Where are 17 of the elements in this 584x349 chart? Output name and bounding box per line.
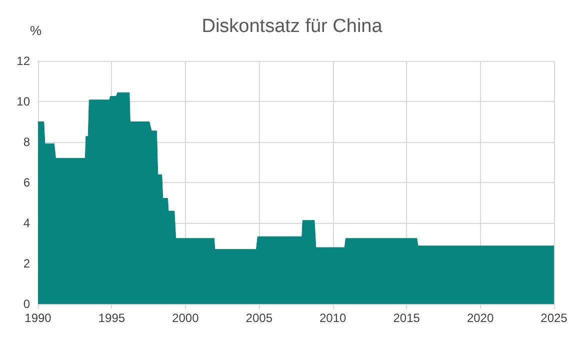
x-tick-label: 1995 [98, 311, 126, 325]
x-tick-label: 2000 [172, 311, 200, 325]
y-tick-label: 12 [16, 54, 30, 68]
x-tick-label: 2020 [466, 311, 494, 325]
y-tick-label: 4 [23, 216, 30, 230]
x-tick-label: 1990 [24, 311, 52, 325]
y-tick-label: 0 [23, 297, 30, 311]
y-tick-label: 6 [23, 176, 30, 190]
x-tick-label: 2025 [540, 311, 568, 325]
chart-title: Diskontsatz für China [202, 16, 383, 37]
y-tick-label: 10 [16, 94, 30, 108]
x-tick-label: 2005 [246, 311, 273, 325]
y-tick-label: 2 [23, 256, 30, 270]
y-tick-label: 8 [23, 135, 30, 149]
y-axis-title: % [30, 23, 42, 38]
x-tick-label: 2015 [393, 311, 420, 325]
x-tick-label: 2010 [320, 311, 347, 325]
